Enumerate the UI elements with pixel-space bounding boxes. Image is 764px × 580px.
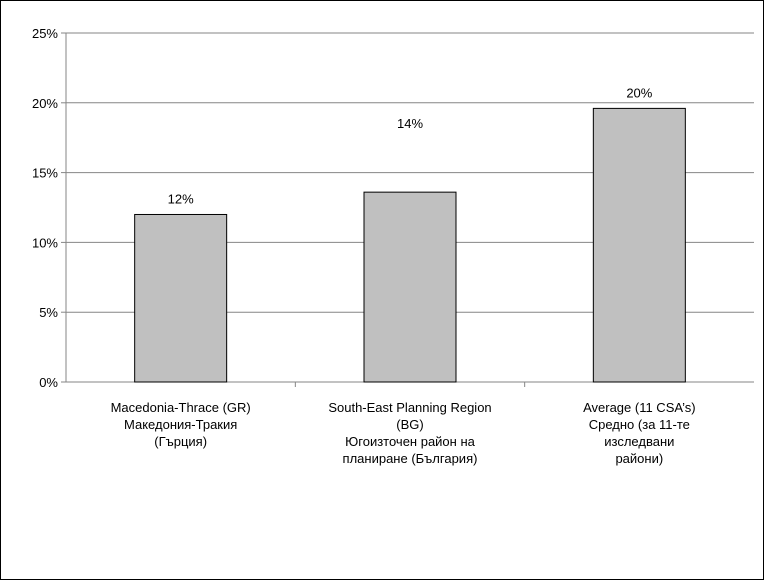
data-label: 14% [397,116,423,131]
y-tick-label: 15% [32,166,58,181]
bar [592,107,686,383]
bar [134,213,228,383]
data-label: 12% [168,191,194,206]
y-tick-label: 0% [39,375,58,390]
data-label: 20% [626,85,652,100]
labels: 0% 5% 10% 15% 20% 25% 12% Macedonia-Thrace (GR)… [32,26,696,466]
bars [134,107,686,383]
y-tick-label: 20% [32,96,58,111]
y-tick-label: 10% [32,235,58,250]
category-label: Average (11 CSA’s) Средно (за 11-те изслед… [583,400,695,466]
category-label: Macedonia-Thrace (GR) Македония-Тракия (Гъ… [111,400,251,449]
y-tick-label: 25% [32,26,58,41]
category-label: South-East Planning Region (BG) Югоизточен… [328,400,491,466]
y-tick-label: 5% [39,305,58,320]
bar [363,191,457,383]
